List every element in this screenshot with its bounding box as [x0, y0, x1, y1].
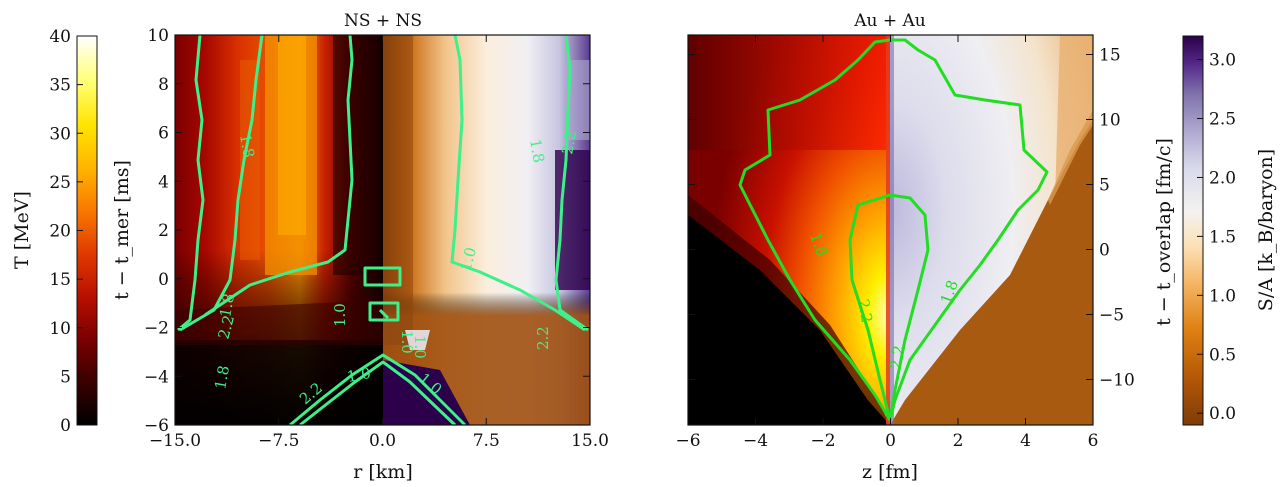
svg-text:2.2: 2.2	[558, 129, 580, 156]
colorbar-temperature-tick-label: 30	[49, 124, 71, 144]
colorbar-temperature-label: T [MeV]	[11, 191, 33, 269]
colorbar-temperature-tick-label: 5	[60, 367, 71, 387]
colorbar-temperature-tick-label: 40	[49, 27, 71, 47]
ns-ns-contours	[177, 34, 589, 427]
colorbar-entropy-tick-label: 2.5	[1209, 110, 1236, 130]
ns-ns-ytick-label: 8	[158, 75, 169, 95]
ns-ns-ylabel: t − t_mer [ms]	[111, 160, 133, 300]
au-au-xtick-label: −4	[743, 431, 768, 451]
svg-text:1.8: 1.8	[216, 292, 238, 319]
svg-text:1.8: 1.8	[526, 138, 548, 165]
svg-text:2.2: 2.2	[886, 344, 908, 371]
svg-text:1.0: 1.0	[398, 330, 416, 354]
ns-ns-ytick-label: −2	[144, 319, 169, 339]
au-au-title: Au + Au	[853, 11, 926, 31]
au-au-ytick-label: −5	[1099, 306, 1124, 326]
ns-ns-xtick-label: −15.0	[149, 431, 201, 451]
au-au-contours	[738, 38, 1049, 421]
au-au-ylabel: t − t_overlap [fm/c]	[1153, 138, 1175, 326]
colorbar-temperature-tick-label: 10	[49, 319, 71, 339]
au-au-xtick-label: −6	[675, 431, 700, 451]
au-au-xtick-label: −2	[810, 431, 835, 451]
au-au-ytick-label: 15	[1099, 46, 1121, 66]
ns-ns-xtick-label: −7.5	[258, 431, 299, 451]
au-au-xlabel: z [fm]	[862, 461, 918, 483]
au-au-ytick-label: 0	[1099, 241, 1110, 261]
colorbar-entropy-tick-label: 1.0	[1209, 286, 1236, 306]
au-au-xtick-label: 2	[953, 431, 964, 451]
colorbar-temperature-tick-label: 0	[60, 416, 71, 436]
colorbar-entropy: 0.0 0.5 1.0 1.5 2.0 2.5 3.0 S/A [k_B/baryon]	[1182, 35, 1277, 426]
colorbar-temperature-tick-label: 15	[49, 270, 71, 290]
ns-ns-xtick-label: 0.0	[369, 431, 396, 451]
ns-ns-ytick-label: 4	[158, 172, 169, 192]
colorbar-temperature-tick-label: 35	[49, 76, 71, 96]
colorbar-entropy-tick-label: 0.0	[1209, 404, 1236, 424]
ns-ns-title: NS + NS	[344, 11, 422, 31]
au-au-heatmap	[688, 35, 1093, 425]
svg-text:2.2: 2.2	[534, 326, 552, 350]
ns-ns-ytick-label: 10	[147, 26, 169, 46]
colorbar-temperature-tick-label: 20	[49, 222, 71, 242]
au-au-ytick-label: 5	[1099, 176, 1110, 196]
ns-ns-xlabel: r [km]	[353, 461, 412, 483]
ns-ns-ytick-label: −6	[144, 416, 169, 436]
ns-ns-ytick-label: 0	[158, 270, 169, 290]
ns-ns-ytick-label: 2	[158, 221, 169, 241]
ns-ns-xtick-label: 7.5	[473, 431, 500, 451]
svg-text:1.0: 1.0	[411, 335, 429, 359]
au-au-xtick-label: 0	[885, 431, 896, 451]
colorbar-entropy-tick-label: 3.0	[1209, 51, 1236, 71]
svg-text:1.0: 1.0	[456, 245, 480, 273]
ns-ns-ytick-label: −4	[144, 367, 169, 387]
au-au-ytick-label: −10	[1099, 371, 1135, 391]
svg-text:1.0: 1.0	[346, 364, 373, 386]
au-au-xtick-label: 6	[1088, 431, 1099, 451]
colorbar-entropy-tick-label: 0.5	[1209, 345, 1236, 365]
svg-text:1.0: 1.0	[331, 303, 349, 327]
svg-text:2.2: 2.2	[854, 298, 876, 325]
colorbar-entropy-tick-label: 2.0	[1209, 168, 1236, 188]
au-au-xtick-label: 4	[1020, 431, 1031, 451]
au-au-ytick-label: 10	[1099, 111, 1121, 131]
colorbar-temperature-tick-label: 25	[49, 173, 71, 193]
colorbar-entropy-label: S/A [k_B/baryon]	[1255, 149, 1277, 311]
ns-ns-xtick-label: 15.0	[571, 431, 609, 451]
panel-ns-ns: 1.8 2.2 1.0 1.0 1.0 1.8 2.2 1.0 1.8 2.2 …	[111, 11, 609, 483]
svg-text:2.2: 2.2	[214, 313, 238, 341]
colorbar-temperature: 0 5 10 15 20 25 30 35 40 T [MeV]	[11, 27, 98, 436]
ns-ns-ytick-label: 6	[158, 124, 169, 144]
svg-text:1.8: 1.8	[211, 364, 233, 391]
svg-text:1.8: 1.8	[236, 133, 258, 160]
colorbar-entropy-tick-label: 1.5	[1209, 227, 1236, 247]
